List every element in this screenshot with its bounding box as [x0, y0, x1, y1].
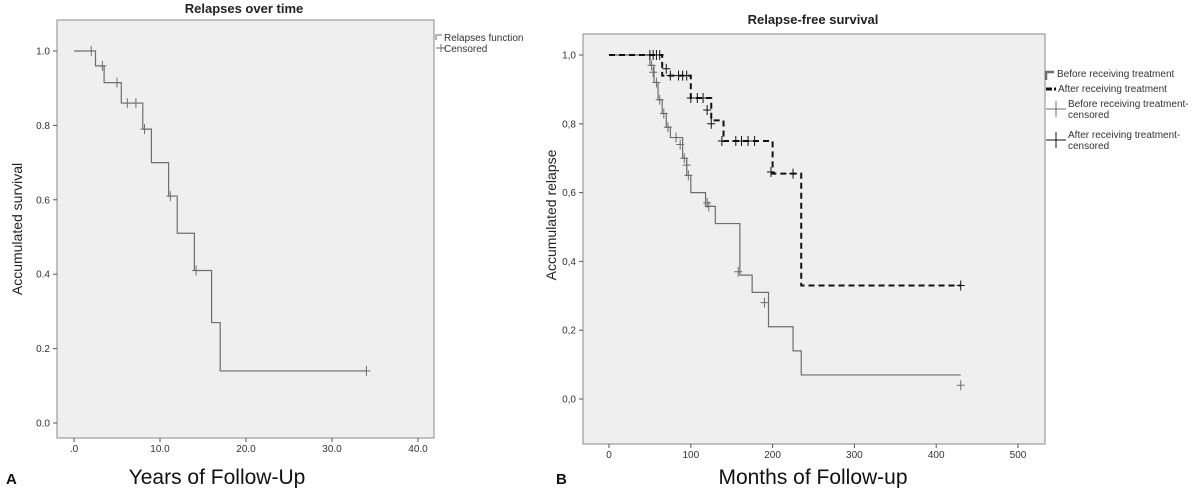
panel-a-series	[74, 46, 371, 376]
panel-a-x-axis: .0 10.0 20.0 30.0 40.0	[70, 438, 428, 455]
censor-marker	[789, 168, 798, 179]
censor-marker	[140, 124, 149, 135]
censor-marker	[682, 70, 691, 81]
legend-before-censored-line1: Before receiving treatment-	[1068, 99, 1189, 110]
censor-marker	[192, 265, 201, 276]
panel-b-x-axis: 0 100 200 300 400 500	[606, 444, 1027, 461]
legend-censored: Censored	[444, 44, 487, 55]
legend-after-treatment: After receiving treatment	[1058, 84, 1167, 95]
x-tick-label: 0	[606, 450, 612, 461]
x-tick-label: 200	[764, 450, 781, 461]
censor-marker	[649, 67, 658, 78]
legend-before-censored-swatch	[1046, 101, 1066, 117]
legend-before-swatch	[1044, 70, 1054, 80]
y-tick-label: 1.0	[36, 47, 50, 58]
censor-marker	[652, 77, 661, 88]
censor-marker	[113, 77, 121, 88]
y-tick-label: 0,0	[562, 395, 576, 406]
legend-after-censored-line1: After receiving treatment-	[1068, 130, 1180, 141]
panel-b-legend: Before receiving treatment After receivi…	[1044, 69, 1189, 152]
series-relapses-function-line	[74, 50, 367, 372]
panel-a-letter: A	[6, 471, 17, 488]
legend-after-censored-line2: censored	[1068, 141, 1109, 152]
x-tick-label: .0	[70, 444, 79, 455]
censor-marker	[655, 50, 664, 60]
x-tick-label: 30.0	[322, 444, 342, 455]
censor-marker	[647, 60, 656, 71]
censor-marker	[123, 98, 132, 109]
y-tick-label: 0,8	[562, 119, 576, 130]
censor-marker	[166, 191, 175, 202]
y-tick-label: 0.0	[36, 419, 50, 430]
x-tick-label: 20.0	[236, 444, 256, 455]
x-tick-label: 40.0	[408, 444, 428, 455]
x-tick-label: 300	[846, 450, 863, 461]
censor-marker	[734, 266, 743, 277]
legend-before-treatment: Before receiving treatment	[1057, 69, 1175, 80]
censor-marker	[717, 136, 726, 146]
censor-marker	[663, 122, 672, 133]
y-tick-label: 0.2	[36, 344, 50, 355]
panel-b-x-axis-label: Months of Follow-up	[718, 466, 907, 488]
y-tick-label: 0.4	[36, 270, 50, 281]
panel-a-y-axis: 0.0 0.2 0.4 0.6 0.8 1.0	[36, 47, 57, 430]
x-tick-label: 10.0	[150, 444, 170, 455]
panel-b-series	[609, 50, 965, 391]
legend-step-swatch	[435, 34, 442, 40]
panel-a-y-axis-label: Accumulated survival	[9, 163, 25, 295]
censor-marker	[684, 170, 693, 181]
legend-after-censored-swatch	[1046, 132, 1066, 148]
x-tick-label: 400	[928, 450, 945, 461]
censor-marker	[707, 118, 716, 129]
legend-censored-swatch	[436, 44, 446, 52]
censor-marker	[676, 139, 685, 150]
censor-marker	[699, 93, 708, 103]
censor-marker	[766, 166, 775, 177]
censor-marker	[659, 108, 668, 119]
panel-b-letter: B	[556, 471, 567, 488]
panel-b-title: Relapse-free survival	[748, 12, 879, 27]
censor-marker	[87, 46, 96, 56]
censor-marker	[655, 94, 664, 105]
censor-marker	[98, 60, 107, 71]
panel-a-legend: Relapses function Censored	[435, 33, 524, 55]
censor-marker	[704, 201, 713, 212]
panel-b: Relapse-free survival 0,0 0,2 0,4 0,6 0,8 1,0…	[543, 12, 1195, 488]
censor-marker	[672, 132, 681, 143]
censor-marker	[680, 153, 689, 164]
censor-marker	[956, 280, 965, 291]
censor-marker	[682, 160, 691, 171]
x-tick-label: 100	[682, 450, 699, 461]
y-tick-label: 0.6	[36, 195, 50, 206]
y-tick-label: 0,2	[562, 326, 576, 337]
censor-marker	[750, 136, 759, 146]
censor-marker	[131, 98, 140, 109]
panel-a-title: Relapses over time	[185, 1, 304, 16]
panel-b-y-axis: 0,0 0,2 0,4 0,6 0,8 1,0	[562, 51, 583, 406]
panel-b-legend-box	[1046, 60, 1195, 192]
panel-b-plot-area	[582, 33, 1046, 445]
legend-relapses-function: Relapses function	[444, 33, 524, 44]
panel-b-y-axis-label: Accumulated relapse	[543, 149, 559, 280]
panel-a: Relapses over time 0.0 0.2 0.4 0.6 0.8 1.0 .0…	[6, 1, 524, 488]
panel-a-x-axis-label: Years of Follow-Up	[129, 466, 306, 488]
y-tick-label: 0,4	[562, 257, 576, 268]
y-tick-label: 0.8	[36, 121, 50, 132]
x-tick-label: 500	[1010, 450, 1027, 461]
y-tick-label: 1,0	[562, 51, 576, 62]
censor-marker	[956, 380, 965, 391]
y-tick-label: 0,6	[562, 188, 576, 199]
censor-marker	[703, 105, 712, 116]
censor-marker	[760, 297, 769, 308]
panel-a-plot-area	[56, 19, 435, 439]
legend-before-censored-line2: censored	[1068, 110, 1109, 121]
censor-marker	[362, 365, 371, 376]
censor-marker	[666, 70, 675, 81]
censor-marker	[662, 63, 671, 74]
series-after-receiving-treatment-line	[609, 54, 961, 287]
